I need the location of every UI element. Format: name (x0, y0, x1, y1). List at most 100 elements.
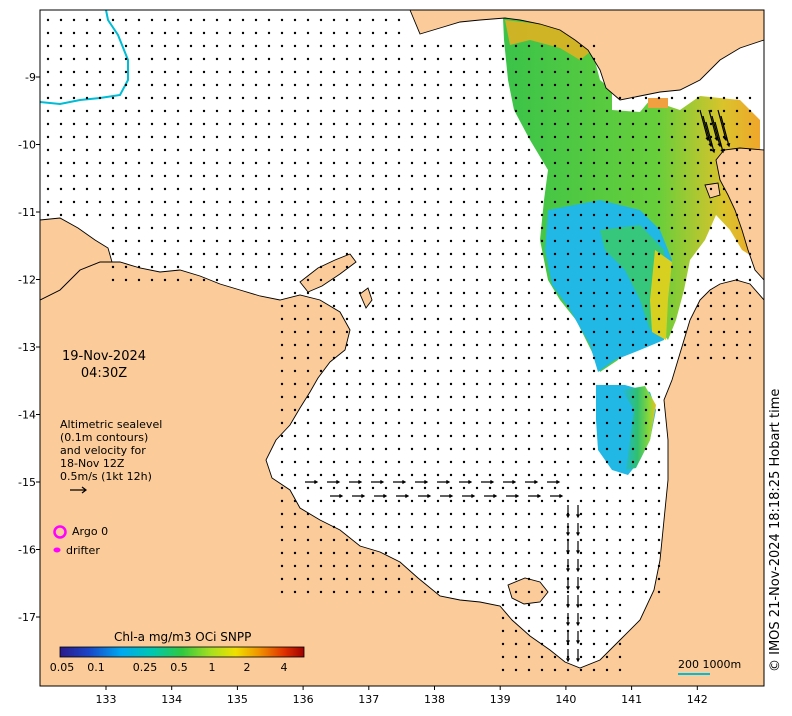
velocity-arrow (683, 122, 687, 126)
velocity-arrow (410, 161, 414, 165)
velocity-arrow (553, 226, 557, 230)
velocity-arrow (644, 408, 648, 412)
velocity-arrow (241, 174, 245, 178)
velocity-arrow (215, 83, 219, 87)
velocity-arrow (488, 369, 492, 373)
velocity-arrow (579, 408, 583, 412)
velocity-arrow (436, 551, 440, 555)
velocity-arrow (527, 655, 531, 659)
velocity-arrow (59, 70, 63, 74)
velocity-arrow (514, 369, 518, 373)
velocity-arrow (397, 265, 401, 269)
velocity-arrow (735, 148, 739, 152)
velocity-arrow (462, 213, 466, 217)
velocity-arrow (488, 252, 492, 256)
velocity-arrow (293, 330, 297, 334)
velocity-arrow (540, 96, 544, 100)
velocity-arrow (462, 174, 466, 178)
velocity-arrow (683, 200, 687, 204)
velocity-arrow (553, 460, 557, 464)
velocity-arrow (657, 434, 661, 438)
velocity-arrow (618, 200, 622, 204)
velocity-arrow (98, 148, 102, 152)
velocity-arrow (176, 57, 180, 61)
velocity-arrow (462, 343, 466, 347)
velocity-arrow (540, 382, 544, 386)
velocity-arrow (475, 200, 479, 204)
velocity-arrow (449, 174, 453, 178)
velocity-arrow (436, 57, 440, 61)
velocity-arrow (345, 200, 349, 204)
velocity-arrow (720, 115, 731, 148)
velocity-arrow (332, 512, 336, 516)
velocity-arrow (657, 135, 661, 139)
velocity-arrow (579, 278, 583, 282)
velocity-arrow (150, 239, 154, 243)
velocity-arrow (306, 564, 310, 568)
velocity-arrow (332, 31, 336, 35)
velocity-arrow (436, 200, 440, 204)
velocity-arrow (579, 330, 583, 334)
velocity-arrow (410, 551, 414, 555)
velocity-arrow (748, 330, 752, 334)
velocity-arrow (592, 473, 596, 477)
velocity-arrow (722, 226, 726, 230)
velocity-arrow (709, 109, 713, 113)
velocity-arrow (241, 161, 245, 165)
velocity-arrow (319, 200, 323, 204)
velocity-arrow (423, 473, 427, 477)
velocity-arrow (722, 161, 726, 165)
velocity-arrow (215, 135, 219, 139)
velocity-arrow (371, 330, 375, 334)
velocity-arrow (436, 239, 440, 243)
velocity-arrow (228, 252, 232, 256)
velocity-arrow (46, 18, 50, 22)
velocity-arrow (111, 200, 115, 204)
velocity-arrow (579, 148, 583, 152)
velocity-arrow (111, 148, 115, 152)
velocity-arrow (722, 200, 726, 204)
velocity-arrow (423, 291, 427, 295)
velocity-arrow (670, 148, 674, 152)
velocity-arrow (592, 44, 596, 48)
velocity-arrow (644, 395, 648, 399)
velocity-arrow (540, 83, 544, 87)
velocity-arrow (566, 369, 570, 373)
velocity-arrow (332, 577, 336, 581)
velocity-arrow (592, 616, 596, 620)
velocity-arrow (514, 460, 518, 464)
velocity-arrow (215, 31, 219, 35)
velocity-arrow (670, 304, 674, 308)
velocity-arrow (228, 83, 232, 87)
velocity-arrow (319, 31, 323, 35)
velocity-arrow (709, 96, 713, 100)
velocity-arrow (150, 83, 154, 87)
velocity-arrow (85, 122, 89, 126)
velocity-arrow (501, 213, 505, 217)
velocity-arrow (488, 161, 492, 165)
velocity-arrow (358, 421, 362, 425)
lat-tick-label: -13 (18, 341, 36, 354)
velocity-arrow (631, 200, 635, 204)
velocity-arrow (397, 447, 401, 451)
velocity-arrow (423, 538, 427, 542)
velocity-arrow (553, 83, 557, 87)
velocity-arrow (358, 57, 362, 61)
velocity-arrow (644, 538, 648, 542)
velocity-arrow (371, 473, 375, 477)
velocity-arrow (748, 291, 752, 295)
velocity-arrow (319, 122, 323, 126)
velocity-arrow (384, 330, 388, 334)
velocity-arrow (514, 213, 518, 217)
chlorophyll-layer (503, 18, 762, 475)
velocity-arrow (605, 395, 609, 399)
colorbar-ticks: 0.05 0.1 0.25 0.5 1 2 4 (50, 661, 288, 674)
velocity-arrow (449, 486, 453, 490)
velocity-arrow (475, 343, 479, 347)
velocity-arrow (475, 330, 479, 334)
velocity-arrow (397, 278, 401, 282)
velocity-arrow (371, 525, 375, 529)
velocity-arrow (384, 174, 388, 178)
velocity-arrow (358, 317, 362, 321)
velocity-arrow (124, 187, 128, 191)
